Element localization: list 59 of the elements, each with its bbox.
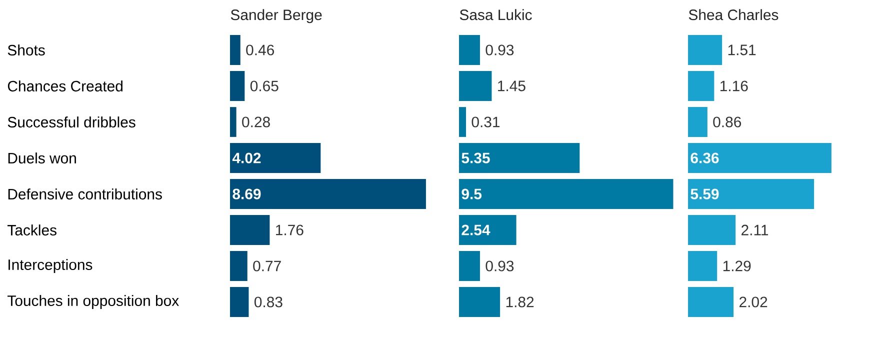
data-label: 1.29 (723, 260, 751, 272)
data-label: 0.86 (713, 116, 742, 128)
y-tick-label: Shots (8, 44, 45, 56)
bar (688, 287, 734, 317)
data-label: 0.46 (246, 44, 274, 56)
bar (230, 107, 236, 137)
bar (230, 71, 245, 101)
bar (230, 215, 270, 245)
chart-title: Shea Charles (688, 9, 778, 20)
data-label: 0.28 (242, 116, 270, 128)
bar (688, 215, 736, 245)
bar (688, 143, 832, 173)
data-label: 0.77 (253, 260, 281, 272)
data-label: 5.59 (690, 188, 719, 200)
data-label: 0.83 (254, 296, 282, 308)
data-label: 1.76 (276, 224, 304, 236)
data-label: 0.65 (250, 80, 278, 92)
data-label: 1.82 (506, 296, 534, 308)
y-tick-label: Chances Created (8, 80, 122, 92)
bar (688, 71, 714, 101)
y-tick-label: Touches in opposition box (8, 295, 179, 309)
bar (230, 251, 248, 281)
data-label: 0.31 (472, 116, 500, 128)
chart-title: Sasa Lukic (460, 9, 532, 20)
data-label: 4.02 (232, 152, 261, 164)
bar (459, 35, 480, 65)
data-label: 1.51 (728, 44, 756, 56)
y-tick-label: Defensive contributions (8, 188, 162, 200)
bar (688, 251, 718, 281)
data-label: 0.93 (486, 260, 514, 272)
y-tick-label: Tackles (8, 224, 56, 236)
bar (459, 143, 580, 173)
bar (459, 251, 480, 281)
bar (459, 287, 500, 317)
data-label: 2.11 (742, 224, 768, 236)
data-label: 6.36 (690, 152, 719, 164)
data-label: 1.45 (498, 80, 526, 92)
data-label: 0.93 (486, 44, 514, 56)
bar (459, 215, 516, 245)
bar (230, 179, 426, 209)
bar (459, 71, 492, 101)
y-tick-label: Successful dribbles (8, 116, 136, 128)
bar (459, 107, 466, 137)
data-label: 8.69 (232, 188, 261, 200)
data-label: 2.02 (740, 296, 768, 308)
data-label: 5.35 (462, 152, 490, 164)
bar (459, 179, 674, 209)
data-label: 9.5 (462, 188, 482, 200)
bar (688, 179, 814, 209)
data-label: 2.54 (462, 224, 490, 236)
chart-title: Sander Berge (230, 9, 322, 24)
bar (688, 35, 722, 65)
bar (688, 107, 708, 137)
data-label: 1.16 (720, 80, 748, 92)
y-tick-label: Duels won (8, 152, 76, 164)
bar (230, 35, 240, 65)
bar (230, 287, 249, 317)
y-tick-label: Interceptions (8, 259, 92, 273)
bar (230, 143, 321, 173)
